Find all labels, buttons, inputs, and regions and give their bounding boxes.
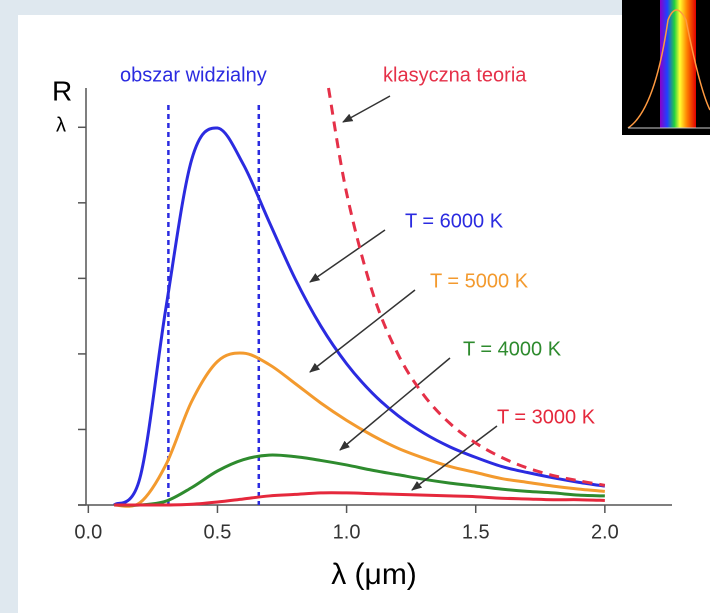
- y-axis-label: R: [52, 75, 72, 106]
- series-label: T = 5000 K: [430, 270, 529, 292]
- x-tick-label: 0.5: [204, 521, 232, 543]
- series-line: [114, 351, 605, 508]
- series-line: [113, 126, 606, 507]
- x-tick-label: 1.5: [462, 521, 490, 543]
- annotation-arrow: [342, 95, 391, 123]
- inset-thumbnail: [622, 0, 710, 135]
- annotation-arrow: [339, 357, 451, 451]
- x-tick-label: 2.0: [591, 521, 619, 543]
- series-label: T = 6000 K: [405, 210, 504, 232]
- x-axis-label: λ (μm): [331, 558, 417, 591]
- x-tick-label: 1.0: [333, 521, 361, 543]
- series-label: T = 4000 K: [463, 338, 562, 360]
- series-label: T = 3000 K: [497, 406, 596, 428]
- visible-region-label: obszar widzialny: [120, 64, 267, 86]
- annotation-arrow: [309, 229, 386, 283]
- series-line: [114, 491, 605, 507]
- x-tick-label: 0.0: [74, 521, 102, 543]
- series-line: [327, 87, 606, 487]
- series-line: [114, 453, 605, 507]
- panel: [18, 15, 710, 613]
- y-axis-label-sub: λ: [56, 114, 66, 136]
- annotation-arrow: [309, 289, 416, 373]
- annotation-arrow: [411, 425, 498, 491]
- series-label: klasyczna teoria: [383, 64, 527, 86]
